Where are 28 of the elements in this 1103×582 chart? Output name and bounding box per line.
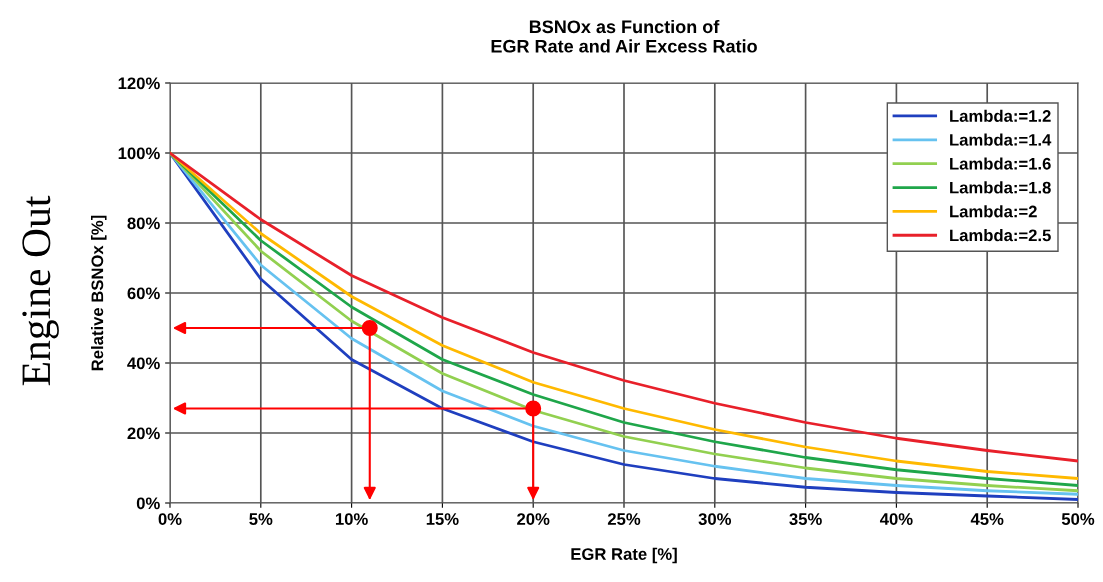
x-tick-label: 25% xyxy=(607,513,641,525)
y-tick-label: 40% xyxy=(127,357,160,370)
x-tick-label: 5% xyxy=(249,513,273,525)
legend-label: Lambda:=2.5 xyxy=(950,229,1051,242)
legend-label: Lambda:=1.2 xyxy=(950,109,1051,122)
x-tick-label: 0% xyxy=(158,513,182,525)
y-tick-label: 60% xyxy=(127,287,160,300)
legend-label: Lambda:=1.8 xyxy=(950,181,1051,194)
x-tick-label: 20% xyxy=(517,513,550,525)
y-tick-label: 120% xyxy=(118,77,160,90)
text: Engine Out xyxy=(22,195,59,386)
y-tick-label: 0% xyxy=(136,497,160,510)
y-tick-label: 20% xyxy=(127,427,160,440)
y-axis-title: Relative BSNOx [%] xyxy=(91,215,107,371)
y-tick-label: 80% xyxy=(127,217,160,230)
x-axis-title: EGR Rate [%] xyxy=(571,547,677,564)
x-tick-label: 35% xyxy=(789,513,822,525)
legend-label: Lambda:=1.4 xyxy=(950,133,1052,146)
x-tick-label: 40% xyxy=(879,513,913,525)
chart-title: BSNOx as Function of EGR Rate and Air Excess Ratio xyxy=(491,19,757,53)
legend-label: Lambda:=2 xyxy=(950,205,1037,218)
y-tick-label: 100% xyxy=(118,147,160,160)
x-tick-label: 50% xyxy=(1061,513,1095,525)
legend-label: Lambda:=1.6 xyxy=(950,157,1051,170)
x-tick-label: 15% xyxy=(426,513,459,525)
x-tick-label: 10% xyxy=(335,513,368,525)
x-tick-label: 45% xyxy=(970,513,1004,525)
x-tick-label: 30% xyxy=(698,513,732,525)
